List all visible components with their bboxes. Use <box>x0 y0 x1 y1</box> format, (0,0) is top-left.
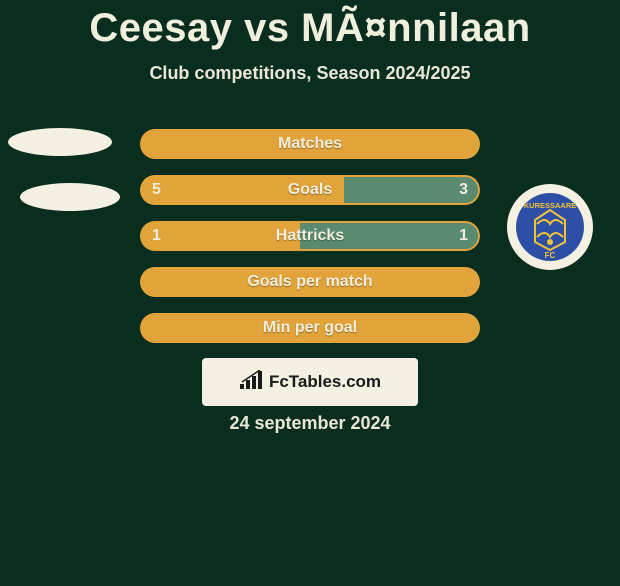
brand-text: FcTables.com <box>269 372 381 392</box>
stat-row-mpg: Min per goal <box>140 313 480 343</box>
stat-label: Goals per match <box>140 267 480 297</box>
club-crest: KURESSAARE FC <box>515 192 585 262</box>
stat-value-right: 3 <box>459 175 468 205</box>
stat-row-goals: Goals5 3 <box>140 175 480 205</box>
brand-logo-icon <box>239 370 265 395</box>
stat-value-left: 1 <box>152 221 161 251</box>
stat-row-gpm: Goals per match <box>140 267 480 297</box>
left-ellipse-1 <box>8 128 112 156</box>
left-ellipse-2 <box>20 183 120 211</box>
stat-label: Hattricks <box>140 221 480 251</box>
stats-container: Matches Goals5 3 Hattricks1 1 Goals per match… <box>140 129 480 359</box>
svg-text:FC: FC <box>545 251 556 260</box>
subtitle: Club competitions, Season 2024/2025 <box>0 63 620 84</box>
page-title: Ceesay vs MÃ¤nnilaan <box>0 6 620 51</box>
stat-label: Min per goal <box>140 313 480 343</box>
club-badge-right: KURESSAARE FC <box>507 184 593 270</box>
stat-label: Goals <box>140 175 480 205</box>
brand-box[interactable]: FcTables.com <box>202 358 418 406</box>
stat-row-hattricks: Hattricks1 1 <box>140 221 480 251</box>
stat-value-left: 5 <box>152 175 161 205</box>
svg-text:KURESSAARE: KURESSAARE <box>524 201 577 210</box>
stat-row-matches: Matches <box>140 129 480 159</box>
date-text: 24 september 2024 <box>0 413 620 434</box>
stat-label: Matches <box>140 129 480 159</box>
stat-value-right: 1 <box>459 221 468 251</box>
